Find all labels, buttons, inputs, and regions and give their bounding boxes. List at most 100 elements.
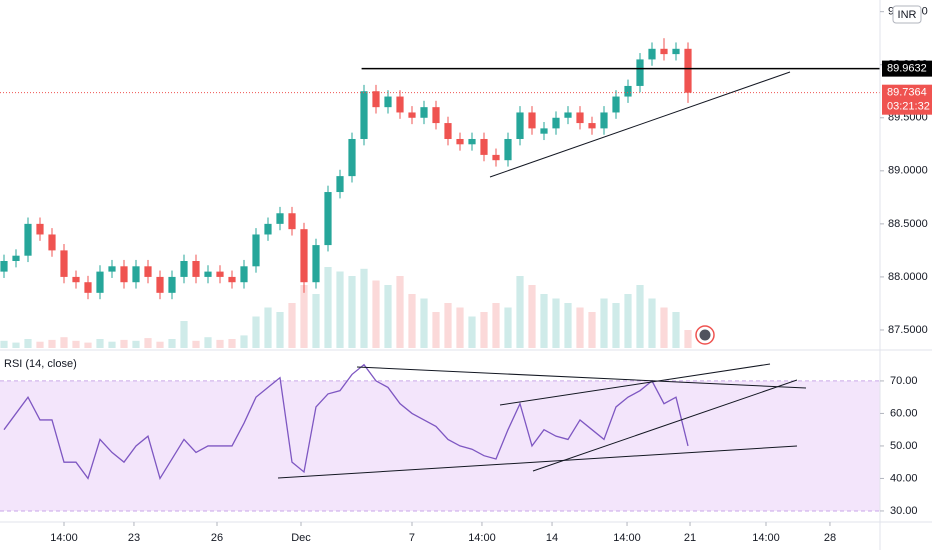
candle-body bbox=[156, 276, 164, 293]
volume-bar bbox=[168, 339, 176, 348]
candle-body bbox=[72, 276, 80, 283]
candle-body bbox=[240, 266, 248, 283]
candle-body bbox=[324, 192, 332, 246]
volume-bar bbox=[408, 294, 416, 348]
candle-body bbox=[108, 266, 116, 272]
x-tick-label: 14:00 bbox=[752, 532, 780, 544]
candle-body bbox=[84, 282, 92, 293]
candle-body bbox=[180, 261, 188, 277]
currency-label[interactable]: INR bbox=[898, 9, 917, 21]
y-tick-label: 70.00 bbox=[890, 375, 918, 387]
countdown-label: 03:21:32 bbox=[887, 101, 930, 113]
volume-bar bbox=[192, 340, 200, 348]
volume-bar bbox=[672, 312, 680, 348]
candle-body bbox=[192, 261, 200, 277]
candle-body bbox=[528, 112, 536, 129]
currency-badge[interactable]: INR bbox=[892, 5, 922, 24]
volume-bar bbox=[576, 307, 584, 348]
candle-body bbox=[348, 138, 356, 177]
candle-body bbox=[504, 138, 512, 161]
volume-bar bbox=[180, 321, 188, 348]
volume-bar bbox=[144, 338, 152, 348]
candle-body bbox=[408, 112, 416, 118]
replay-dot[interactable] bbox=[699, 329, 711, 341]
candle-body bbox=[144, 266, 152, 277]
volume-bar bbox=[492, 303, 500, 348]
level-label: 89.9632 bbox=[887, 63, 927, 75]
volume-bar bbox=[396, 276, 404, 348]
volume-bar bbox=[480, 312, 488, 348]
volume-bar bbox=[624, 294, 632, 348]
x-tick-label: 7 bbox=[409, 532, 415, 544]
trend-line bbox=[277, 445, 798, 479]
x-tick-label: 14 bbox=[546, 532, 558, 544]
volume-bar bbox=[120, 339, 128, 348]
candle-body bbox=[372, 91, 380, 108]
volume-bar bbox=[312, 294, 320, 348]
volume-bar bbox=[372, 280, 380, 348]
y-tick-label: 50.00 bbox=[890, 440, 918, 452]
candle-body bbox=[636, 59, 644, 86]
candle-body bbox=[624, 85, 632, 97]
candle-body bbox=[576, 112, 584, 124]
volume-bar bbox=[516, 276, 524, 348]
x-tick-label: 23 bbox=[128, 532, 140, 544]
volume-bar bbox=[48, 339, 56, 348]
candle-body bbox=[216, 271, 224, 277]
volume-bar bbox=[432, 312, 440, 348]
candle-body bbox=[360, 91, 368, 139]
candle-body bbox=[564, 112, 572, 118]
candle-body bbox=[60, 250, 68, 277]
volume-bar bbox=[0, 340, 8, 348]
candle-body bbox=[264, 223, 272, 235]
rsi-line bbox=[3, 363, 689, 481]
volume-bar bbox=[36, 341, 44, 348]
volume-bar bbox=[216, 339, 224, 348]
volume-bar bbox=[600, 298, 608, 348]
volume-bar bbox=[444, 303, 452, 348]
last-price-box bbox=[882, 84, 932, 115]
volume-bar bbox=[204, 337, 212, 348]
x-tick-label: 21 bbox=[684, 532, 696, 544]
rsi-band bbox=[0, 380, 880, 511]
volume-bar bbox=[504, 307, 512, 348]
candle-body bbox=[24, 223, 32, 256]
volume-bar bbox=[660, 307, 668, 348]
volume-bar bbox=[528, 285, 536, 348]
replay-button[interactable] bbox=[695, 325, 715, 345]
currency-box[interactable] bbox=[892, 5, 922, 24]
volume-bar bbox=[108, 341, 116, 348]
volume-bar bbox=[288, 303, 296, 348]
y-tick-label: 89.0000 bbox=[888, 165, 928, 177]
x-tick-label: 14:00 bbox=[50, 532, 78, 544]
volume-bar bbox=[384, 285, 392, 348]
candle-body bbox=[0, 261, 8, 272]
y-tick-label: 40.00 bbox=[890, 472, 918, 484]
y-tick-label: 87.5000 bbox=[888, 324, 928, 336]
candle-body bbox=[396, 96, 404, 113]
volume-bar bbox=[24, 339, 32, 348]
volume-bar bbox=[456, 307, 464, 348]
candle-body bbox=[468, 138, 476, 145]
volume-bar bbox=[336, 271, 344, 348]
volume-bar bbox=[264, 307, 272, 348]
volume-bar bbox=[348, 276, 356, 348]
volume-bar bbox=[60, 337, 68, 348]
candle-body bbox=[336, 176, 344, 193]
candle-body bbox=[552, 117, 560, 129]
indicator-title: RSI (14, close) bbox=[4, 358, 77, 370]
x-tick-label: 14:00 bbox=[468, 532, 496, 544]
volume-bar bbox=[588, 312, 596, 348]
candle-body bbox=[168, 276, 176, 293]
x-tick-label: Dec bbox=[291, 532, 311, 544]
volume-bar bbox=[468, 316, 476, 348]
volume-bar bbox=[12, 342, 20, 348]
volume-bar bbox=[84, 342, 92, 348]
volume-bar bbox=[300, 285, 308, 348]
candle-body bbox=[480, 138, 488, 155]
candle-body bbox=[228, 276, 236, 283]
volume-bar bbox=[132, 340, 140, 348]
level-label-box bbox=[882, 60, 932, 77]
candle-body bbox=[588, 123, 596, 129]
